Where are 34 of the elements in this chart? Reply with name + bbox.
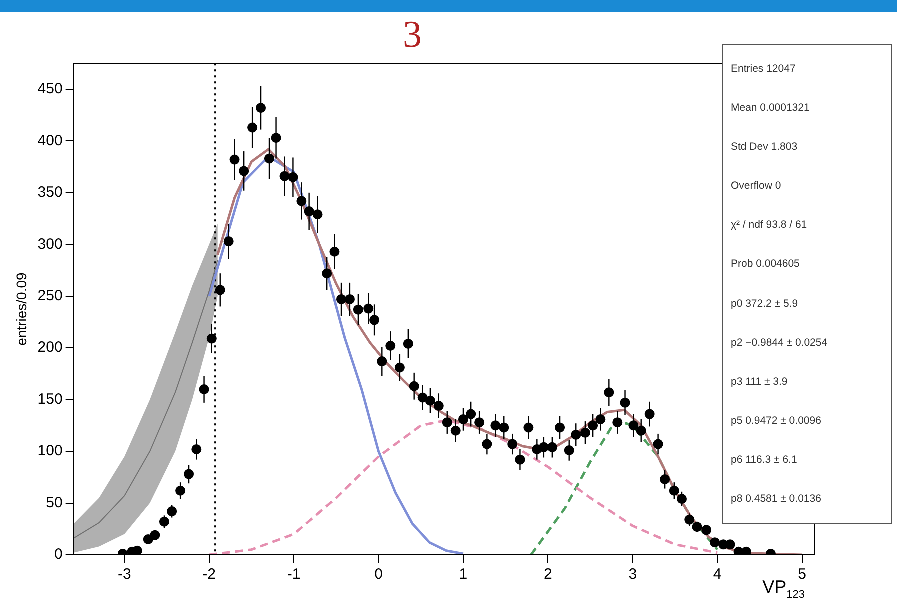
x-tick-label: -1: [287, 566, 301, 584]
y-tick-label: 50: [46, 494, 63, 512]
x-tick-label: 5: [798, 566, 806, 584]
y-tick-label: 150: [38, 390, 63, 408]
annotation: Mean 0.0001321: [731, 102, 811, 114]
x-tick-label: 4: [713, 566, 722, 584]
annotation: Prob 0.004605: [731, 258, 801, 270]
annotation: p0 372.2 ± 5.9: [731, 298, 800, 310]
annotation: p6 116.3 ± 6.1: [731, 454, 798, 466]
annotation: p5 0.9472 ± 0.0096: [731, 414, 822, 427]
y-tick-label: 350: [38, 184, 63, 202]
annotation: p8 0.4581 ± 0.0136: [731, 493, 822, 506]
y-axis-title: entries/0.09: [13, 272, 30, 346]
annotation: p2 −0.9844 ± 0.0254: [731, 336, 829, 349]
annotation: Entries 12047: [731, 62, 797, 75]
annotation: χ² / ndf 93.8 / 61: [731, 219, 808, 232]
annotation: p3 111 ± 3.9: [731, 376, 789, 388]
x-tick-label: -3: [118, 566, 132, 584]
x-tick-label: 3: [628, 566, 638, 584]
y-tick-label: 300: [38, 236, 63, 253]
x-tick-label: 2: [544, 566, 552, 584]
line-series: [208, 419, 719, 555]
chart-title: 3: [403, 14, 422, 56]
x-tick-label: -2: [202, 566, 216, 584]
y-tick-label: 250: [38, 288, 63, 305]
x-tick-label: 1: [459, 566, 468, 584]
y-tick-label: 0: [54, 546, 63, 564]
y-tick-label: 450: [38, 80, 63, 98]
y-tick-label: 400: [38, 132, 63, 150]
annotation: Overflow 0: [731, 180, 782, 192]
annotation: Std Dev 1.803: [731, 140, 799, 153]
y-tick-label: 100: [38, 442, 63, 460]
y-tick-label: 200: [38, 339, 63, 356]
x-tick-label: 0: [374, 566, 383, 584]
